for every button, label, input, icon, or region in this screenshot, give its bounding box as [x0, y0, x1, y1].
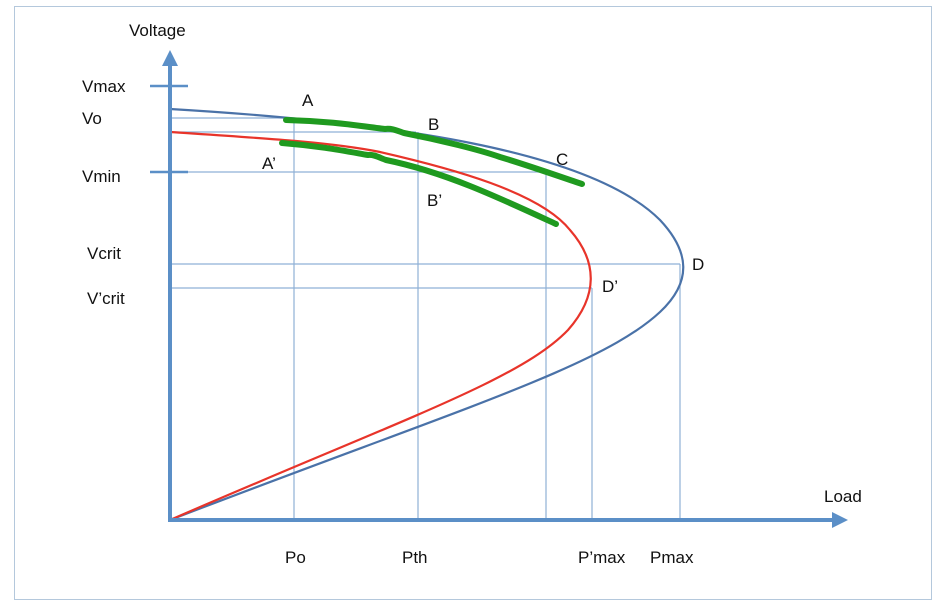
point-label-a-prime: A’ [262, 154, 276, 173]
point-label-b: B [428, 115, 439, 134]
y-label-vcrit: Vcrit [87, 244, 121, 263]
x-axis-title: Load [824, 487, 862, 506]
x-label-pth: Pth [402, 548, 428, 567]
diagram-frame [14, 6, 932, 600]
point-label-d-prime: D’ [602, 277, 618, 296]
x-axis-arrowhead [832, 512, 848, 528]
point-label-b-prime: B’ [427, 191, 442, 210]
y-label-vcrit-prime: V’crit [87, 289, 125, 308]
axes [150, 50, 848, 528]
guide-lines [170, 117, 681, 520]
operating-band-lower [279, 140, 559, 227]
point-label-a: A [302, 91, 314, 110]
x-label-pmax-prime: P’max [578, 548, 626, 567]
y-label-vmax: Vmax [82, 77, 126, 96]
y-axis-title: Voltage [129, 21, 186, 40]
x-label-pmax: Pmax [650, 548, 694, 567]
y-label-vo: Vo [82, 109, 102, 128]
y-axis-arrowhead [162, 50, 178, 66]
point-label-d: D [692, 255, 704, 274]
y-label-vmin: Vmin [82, 167, 121, 186]
point-label-c: C [556, 150, 568, 169]
x-label-po: Po [285, 548, 306, 567]
operating-band-upper [283, 117, 585, 187]
pv-curve-red [169, 130, 592, 522]
